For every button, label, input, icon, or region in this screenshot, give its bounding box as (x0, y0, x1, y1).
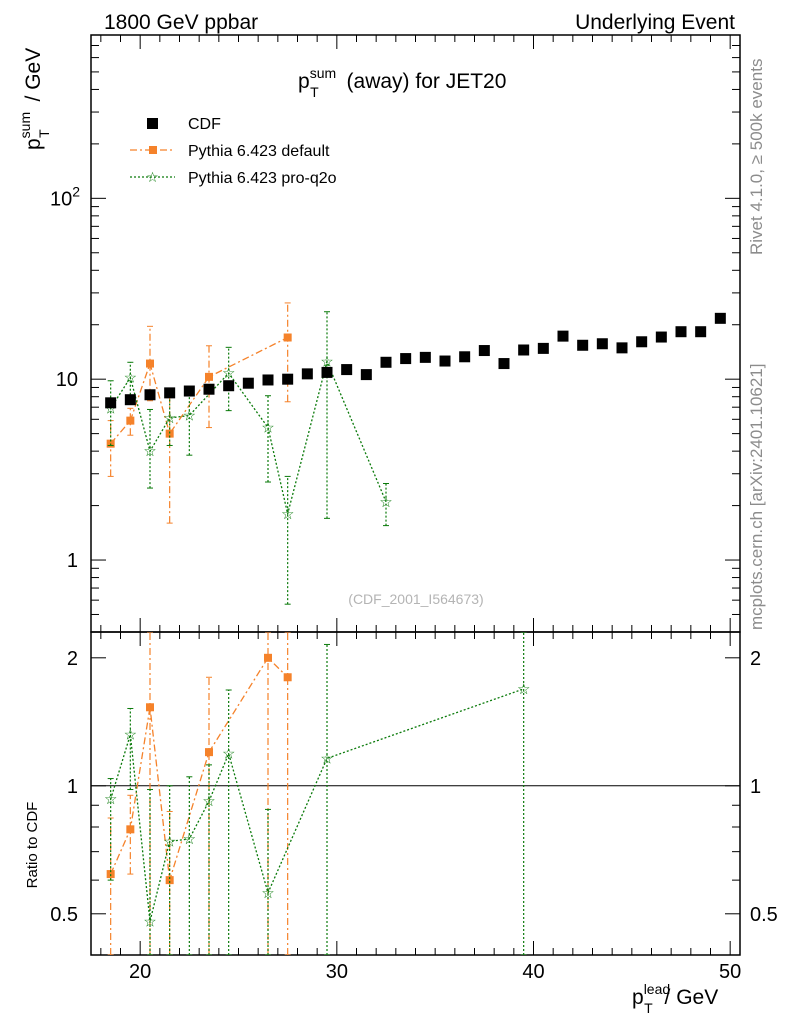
proq2o-point: ☆ (124, 370, 137, 387)
proq2o-ratio-point: ☆ (320, 750, 333, 767)
legend-cdf-marker (147, 118, 158, 129)
proq2o-ratio-point: ☆ (202, 793, 215, 810)
proq2o-ratio-point: ☆ (517, 681, 530, 698)
rivet-label: Rivet 4.1.0, ≥ 500k events (747, 59, 766, 255)
proq2o-point: ☆ (379, 494, 392, 511)
cdf-data-point (557, 330, 569, 342)
proq2o-ratio-point: ☆ (143, 913, 156, 930)
proq2o-ratio-point: ☆ (222, 746, 235, 763)
default-point (126, 416, 135, 425)
proq2o-ratio-point: ☆ (104, 791, 117, 808)
default-ratio-point (165, 876, 174, 885)
default-ratio-point (146, 703, 154, 712)
y-tick-label: 102 (50, 183, 80, 210)
cdf-data-point (360, 369, 372, 381)
default-ratio-point (205, 748, 213, 757)
y-tick-label: 10 (56, 369, 78, 391)
header-left: 1800 GeV ppbar (104, 11, 258, 34)
ratio-y-tick-label-left: 2 (67, 648, 78, 670)
cdf-data-point (400, 353, 412, 365)
default-point (205, 372, 213, 381)
legend: CDF Pythia 6.423 default ☆ Pythia 6.423 … (130, 116, 337, 187)
ratio-y-tick-label-left: 1 (67, 776, 78, 798)
cdf-data-point (282, 373, 294, 385)
cdf-data-point (695, 326, 707, 338)
cdf-data-point (714, 312, 726, 324)
legend-proq2o-label: Pythia 6.423 pro-q2o (188, 170, 337, 187)
proq2o-point: ☆ (183, 407, 196, 424)
cdf-data-point (478, 345, 490, 357)
default-ratio-point (106, 870, 115, 879)
ratio-y-tick-label-right: 1 (750, 776, 761, 798)
mcplots-label: mcplots.cern.ch [arXiv:2401.10621] (747, 364, 766, 630)
default-ratio-point (126, 825, 135, 834)
proq2o-point: ☆ (261, 420, 274, 437)
proq2o-point: ☆ (320, 354, 333, 371)
cdf-data-point (577, 339, 589, 351)
x-tick-label: 50 (719, 961, 741, 983)
cdf-data-point (636, 336, 648, 348)
cdf-data-point (419, 351, 431, 363)
cdf-data-point (321, 366, 333, 378)
proq2o-ratio-line (110, 688, 524, 922)
proq2o-ratio-point: ☆ (183, 831, 196, 848)
plot-title: psum T (away) for JET20 (298, 65, 506, 100)
x-tick-label: 20 (129, 961, 151, 983)
legend-proq2o-marker: ☆ (146, 169, 159, 185)
cdf-data-point (301, 368, 313, 380)
cdf-data-point (380, 356, 392, 368)
cdf-data-point (518, 344, 530, 356)
cdf-data-point (341, 364, 353, 376)
default-ratio-point (264, 653, 272, 662)
cdf-data-point (203, 383, 215, 395)
cdf-data-point (164, 387, 176, 399)
proq2o-point: ☆ (163, 410, 176, 427)
x-tick-label: 40 (522, 961, 544, 983)
proq2o-point: ☆ (143, 443, 156, 460)
cdf-data-point (596, 338, 608, 350)
cdf-data-point (459, 351, 471, 363)
proq2o-point: ☆ (281, 506, 294, 523)
cdf-data-point (105, 397, 117, 409)
cdf-data-point (616, 342, 628, 354)
cdf-data-point (498, 358, 510, 370)
cdf-data-point (124, 394, 136, 406)
y-axis-label: psum T / GeV (17, 48, 52, 150)
legend-default-marker (149, 146, 157, 154)
proq2o-ratio-point: ☆ (163, 833, 176, 850)
cdf-data-point (223, 380, 235, 392)
legend-cdf-label: CDF (188, 116, 221, 133)
cdf-data-point (655, 331, 667, 343)
header-right: Underlying Event (575, 11, 735, 34)
default-point (146, 359, 154, 368)
y-tick-label: 1 (67, 550, 78, 572)
proq2o-point: ☆ (222, 365, 235, 382)
analysis-watermark: (CDF_2001_I564673) (348, 591, 483, 607)
default-point (283, 333, 292, 342)
ratio-y-tick-label-right: 2 (750, 648, 761, 670)
cdf-data-point (675, 326, 687, 338)
default-ratio-line (110, 656, 289, 881)
proq2o-ratio-point: ☆ (124, 727, 137, 744)
x-axis-label: plead T / GeV (632, 981, 718, 1016)
default-ratio-point (283, 673, 292, 682)
ratio-y-tick-label-right: 0.5 (750, 904, 778, 926)
cdf-data-point (439, 355, 451, 367)
proq2o-ratio-point: ☆ (261, 885, 274, 902)
cdf-data-point (183, 385, 195, 397)
legend-default-label: Pythia 6.423 default (188, 143, 330, 160)
cdf-data-point (262, 374, 274, 386)
ratio-y-tick-label-left: 0.5 (50, 904, 78, 926)
x-tick-label: 30 (326, 961, 348, 983)
ratio-y-axis-label: Ratio to CDF (24, 802, 41, 889)
cdf-data-point (144, 389, 156, 401)
cdf-data-point (537, 342, 549, 354)
ratio-plot-frame (90, 631, 741, 956)
cdf-data-point (242, 377, 254, 389)
default-point (165, 429, 174, 438)
